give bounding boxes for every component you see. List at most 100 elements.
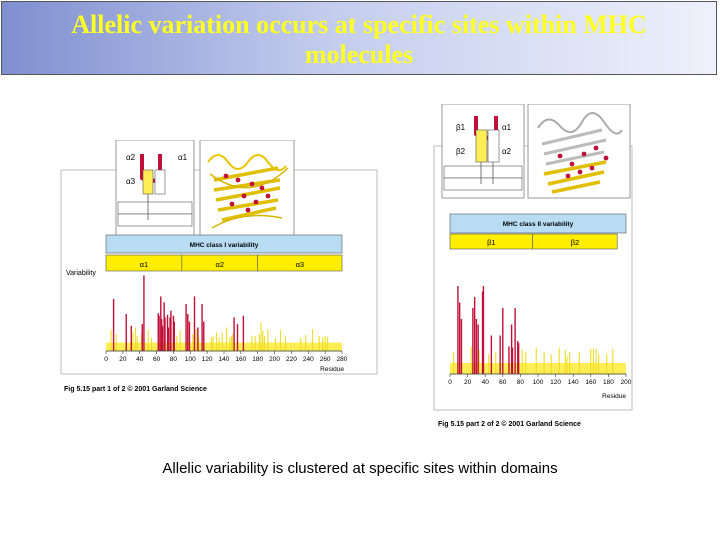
variability-minor-bar bbox=[318, 335, 320, 351]
figure-caption: Fig 5.15 part 2 of 2 © 2001 Garland Scie… bbox=[438, 420, 581, 428]
variability-bar bbox=[517, 341, 519, 374]
variability-minor-bar bbox=[134, 327, 137, 351]
variability-minor-bar bbox=[478, 349, 480, 374]
x-tick-label: 120 bbox=[550, 379, 561, 386]
variability-bar bbox=[172, 315, 175, 351]
variability-bar bbox=[514, 308, 516, 374]
variability-bar bbox=[169, 317, 171, 351]
variability-minor-bar bbox=[521, 349, 523, 374]
variability-minor-bar bbox=[598, 354, 600, 374]
variability-bar bbox=[499, 335, 501, 374]
ribbon-structure-class-i bbox=[199, 140, 295, 239]
variability-bar bbox=[164, 317, 166, 351]
variability-minor-bar bbox=[110, 330, 112, 351]
variability-minor-bar bbox=[488, 354, 490, 374]
x-tick-label: 140 bbox=[219, 356, 230, 363]
schematic-label: α1 bbox=[178, 153, 188, 162]
domain-label: α2 bbox=[216, 260, 225, 269]
domain-label: α3 bbox=[296, 260, 305, 269]
variability-bar bbox=[473, 297, 476, 374]
variability-bar bbox=[482, 286, 485, 374]
x-tick-label: 60 bbox=[153, 356, 161, 363]
variability-minor-bar bbox=[327, 336, 329, 351]
variability-minor-bar bbox=[300, 338, 302, 351]
variability-bar bbox=[203, 321, 205, 351]
x-tick-label: 180 bbox=[252, 356, 263, 363]
x-tick-label: 100 bbox=[185, 356, 196, 363]
variability-minor-bar bbox=[267, 329, 269, 351]
variability-minor-bar bbox=[284, 335, 287, 351]
variability-minor-bar bbox=[592, 348, 594, 374]
variability-bar bbox=[508, 346, 510, 374]
variability-minor-bar bbox=[262, 330, 264, 351]
variability-minor-bar bbox=[218, 337, 220, 351]
schematic-label: α2 bbox=[126, 153, 136, 162]
x-tick-label: 0 bbox=[448, 379, 452, 386]
x-tick-label: 0 bbox=[104, 356, 108, 363]
x-tick-label: 20 bbox=[464, 379, 472, 386]
x-tick-label: 120 bbox=[202, 356, 213, 363]
domain-band bbox=[257, 254, 343, 272]
variability-bar bbox=[157, 313, 159, 351]
x-tick-label: 240 bbox=[303, 356, 314, 363]
variability-bar bbox=[511, 347, 514, 374]
variability-bar bbox=[458, 302, 461, 374]
variability-minor-bar bbox=[606, 354, 608, 374]
baseline-band bbox=[450, 363, 626, 374]
variability-minor-bar bbox=[176, 335, 178, 351]
variability-bar bbox=[188, 321, 191, 351]
variability-bar bbox=[472, 308, 474, 374]
variability-bar bbox=[167, 327, 170, 351]
variability-minor-bar bbox=[192, 334, 194, 351]
x-tick-label: 20 bbox=[119, 356, 127, 363]
variability-minor-bar bbox=[258, 334, 260, 351]
variability-bar bbox=[158, 315, 160, 351]
variability-bar bbox=[187, 314, 189, 351]
variability-bar bbox=[460, 319, 463, 374]
variability-minor-bar bbox=[495, 352, 497, 374]
variability-minor-bar bbox=[210, 337, 212, 351]
variability-minor-bar bbox=[195, 329, 197, 351]
variability-bar bbox=[233, 317, 235, 351]
variability-bar bbox=[125, 314, 127, 351]
x-tick-label: 40 bbox=[482, 379, 490, 386]
variability-minor-bar bbox=[251, 335, 253, 351]
variability-minor-bar bbox=[179, 330, 181, 351]
variability-minor-bar bbox=[274, 338, 276, 351]
variability-minor-bar bbox=[231, 334, 233, 351]
chart-title: MHC class I variability bbox=[190, 242, 259, 249]
mhc-class-ii-schematic: β1 α1 β2 α2 bbox=[441, 104, 525, 199]
variability-minor-bar bbox=[595, 348, 597, 374]
variability-minor-bar bbox=[225, 327, 228, 351]
variability-minor-bar bbox=[525, 352, 527, 374]
x-tick-label: 160 bbox=[235, 356, 246, 363]
baseline-band bbox=[106, 342, 342, 351]
variability-bar bbox=[201, 303, 203, 351]
schematic-label: β2 bbox=[456, 147, 466, 156]
variability-bar bbox=[477, 324, 479, 374]
variability-minor-bar bbox=[322, 337, 324, 351]
variability-bar bbox=[160, 296, 162, 351]
variability-bar bbox=[236, 324, 239, 351]
x-tick-label: 220 bbox=[286, 356, 297, 363]
variability-bar bbox=[193, 296, 196, 351]
domain-label: β2 bbox=[571, 238, 580, 247]
schematic-label: α1 bbox=[502, 123, 512, 132]
variability-bar bbox=[502, 308, 504, 374]
variability-bar bbox=[166, 314, 169, 351]
x-tick-label: 80 bbox=[517, 379, 525, 386]
variability-minor-bar bbox=[279, 330, 282, 351]
variability-bar bbox=[475, 319, 478, 374]
variability-minor-bar bbox=[590, 348, 592, 374]
variability-minor-bar bbox=[535, 347, 537, 374]
variability-bar bbox=[160, 319, 163, 351]
variability-bar bbox=[112, 298, 115, 351]
x-tick-label: 260 bbox=[320, 356, 331, 363]
variability-bar bbox=[163, 302, 165, 351]
variability-minor-bar bbox=[198, 337, 200, 351]
variability-bar bbox=[130, 325, 132, 351]
variability-minor-bar bbox=[578, 352, 580, 374]
variability-minor-bar bbox=[564, 349, 566, 374]
x-tick-label: 180 bbox=[603, 379, 614, 386]
figure-caption: Fig 5.15 part 1 of 2 © 2001 Garland Scie… bbox=[64, 385, 207, 393]
